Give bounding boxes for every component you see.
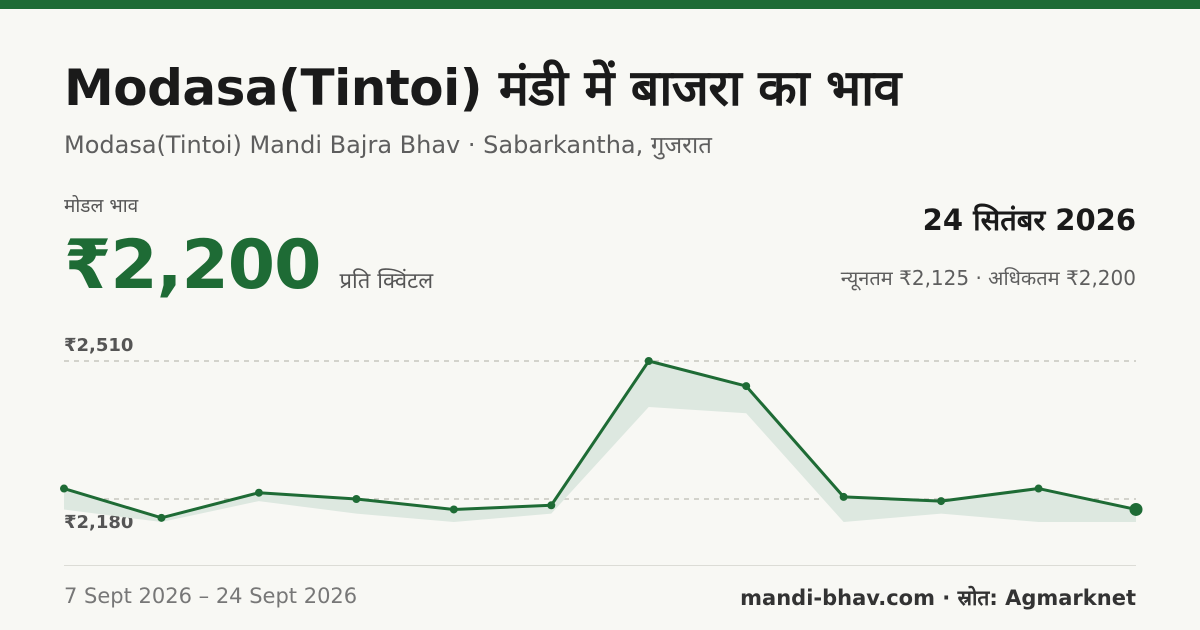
price-range-band — [64, 361, 1136, 522]
modal-price-label: मोडल भाव — [64, 195, 139, 217]
price-trend-chart: ₹2,510 ₹2,180 — [60, 335, 1143, 533]
min-max-price: न्यूनतम ₹2,125 · अधिकतम ₹2,200 — [840, 266, 1136, 290]
price-point — [644, 357, 653, 365]
modal-price-line — [63, 359, 1137, 520]
page-subtitle: Modasa(Tintoi) Mandi Bajra Bhav · Sabark… — [64, 131, 712, 159]
price-point — [839, 492, 848, 501]
price-point — [157, 513, 166, 522]
date-range: 7 Sept 2026 – 24 Sept 2026 — [64, 584, 358, 608]
price-point — [352, 495, 361, 503]
modal-price-value: ₹2,200 — [64, 226, 321, 305]
reference-label: ₹2,510 — [64, 335, 133, 356]
modal-price-row: ₹2,200 प्रति क्विंटल — [64, 226, 433, 305]
price-point — [1034, 484, 1043, 493]
price-date: 24 सितंबर 2026 — [922, 203, 1136, 237]
page-title: Modasa(Tintoi) मंडी में बाजरा का भाव — [64, 59, 901, 117]
price-point — [449, 505, 458, 514]
footer-divider — [64, 565, 1136, 566]
latest-price-point — [1129, 502, 1143, 516]
price-point — [937, 497, 946, 506]
data-source: mandi-bhav.com · स्रोत: Agmarknet — [740, 586, 1136, 610]
price-unit: प्रति क्विंटल — [339, 269, 434, 294]
reference-label: ₹2,180 — [64, 512, 133, 533]
price-point — [254, 488, 263, 497]
top-accent-bar — [0, 0, 1200, 9]
price-point — [60, 484, 68, 493]
price-point — [742, 382, 751, 391]
price-point — [547, 501, 556, 510]
